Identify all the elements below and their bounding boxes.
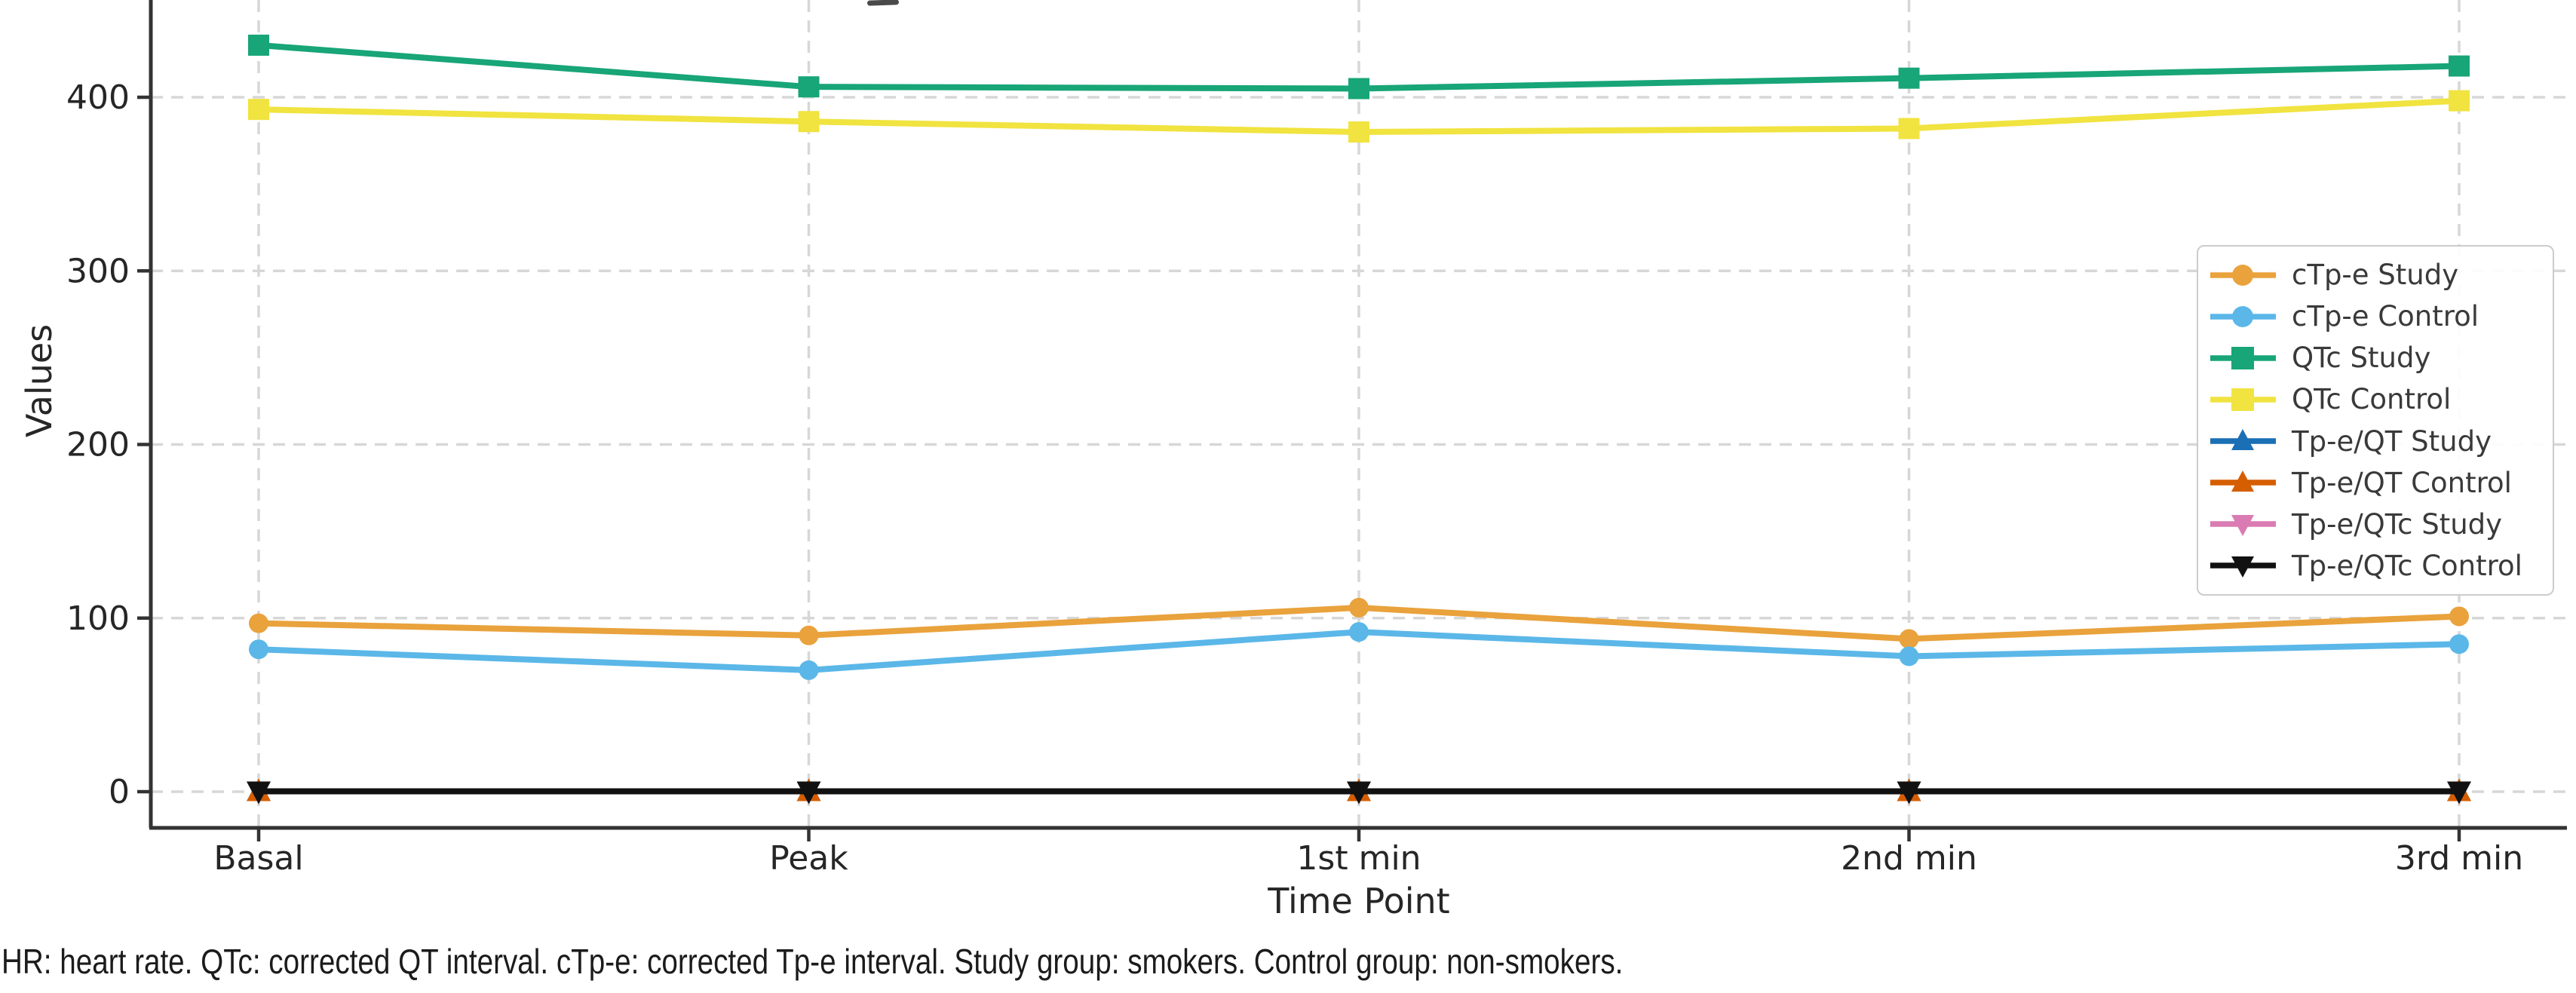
data-point-marker <box>2449 55 2470 77</box>
y-axis-label: Values <box>19 323 60 438</box>
data-point-marker <box>798 111 820 133</box>
legend-marker-shape <box>2231 429 2254 451</box>
legend-label: QTc Study <box>2292 342 2431 375</box>
data-point-marker <box>798 76 820 98</box>
series-ctp-e-study <box>249 597 2469 649</box>
legend-marker-ctp-e-study <box>2210 264 2276 286</box>
data-point-marker <box>799 625 819 645</box>
series-qtc-control <box>248 90 2470 143</box>
data-point-marker <box>1349 597 1369 618</box>
legend-marker-tp-e-qtc-study <box>2210 515 2276 537</box>
legend-box: cTp-e Study cTp-e Control QTc Study QTc … <box>2197 245 2554 596</box>
legend-item-tp-e-qtc-study: Tp-e/QTc Study <box>2207 504 2544 545</box>
legend-label: cTp-e Study <box>2292 259 2459 292</box>
legend-marker-qtc-control <box>2210 388 2276 411</box>
x-tick-label: 3rd min <box>2395 839 2523 878</box>
legend-marker-shape <box>2231 556 2254 578</box>
data-point-marker <box>248 34 269 56</box>
data-point-marker <box>1897 781 1921 805</box>
y-tick-label: 200 <box>66 426 130 464</box>
y-tick-label: 300 <box>66 252 130 290</box>
legend-item-qtc-study: QTc Study <box>2207 337 2544 379</box>
y-tick-label: 400 <box>66 78 130 117</box>
tick-labels: 0 100 200 300 400 Basal Peak 1st min 2nd min 3rd … <box>66 78 2523 878</box>
legend-item-ctp-e-study: cTp-e Study <box>2207 254 2544 296</box>
legend-marker <box>2232 264 2253 286</box>
legend-marker-shape <box>2232 264 2253 286</box>
axis-ticks <box>137 95 2461 841</box>
data-point-marker <box>249 639 268 660</box>
legend-marker-tp-e-qt-study <box>2210 429 2276 451</box>
data-point-marker <box>1348 121 1369 143</box>
series-tp-e-qtc-control <box>247 781 2471 805</box>
data-point-marker <box>2447 781 2471 805</box>
legend-marker <box>2231 346 2254 369</box>
legend-marker <box>2231 388 2254 411</box>
legend-label: Tp-e/QTc Control <box>2292 549 2522 582</box>
legend-marker <box>2231 556 2254 578</box>
legend-marker-shape <box>2231 346 2254 369</box>
data-point-marker <box>2449 606 2469 627</box>
data-point-marker <box>1898 118 1920 139</box>
series-ctp-e-control <box>249 622 2469 680</box>
legend-item-tp-e-qtc-control: Tp-e/QTc Control <box>2207 545 2544 587</box>
data-point-marker <box>248 99 269 121</box>
series-qtc-study <box>248 34 2470 100</box>
x-axis-label: Time Point <box>1268 881 1450 921</box>
y-tick-label: 0 <box>109 773 130 811</box>
data-point-marker <box>1349 622 1369 642</box>
data-point-marker <box>1899 646 1919 667</box>
legend-marker-ctp-e-control <box>2210 305 2276 327</box>
x-tick-label: Peak <box>769 839 848 878</box>
legend-marker-shape <box>2231 470 2254 492</box>
x-tick-label: 2nd min <box>1841 839 1977 878</box>
data-point-marker <box>249 613 268 633</box>
legend-label: Tp-e/QTc Study <box>2292 507 2503 541</box>
legend-item-qtc-control: QTc Control <box>2207 379 2544 420</box>
data-point-marker <box>1898 67 1920 89</box>
data-point-marker <box>247 781 271 805</box>
legend-label: cTp-e Control <box>2292 300 2479 333</box>
legend-marker-tp-e-qtc-control <box>2210 556 2276 578</box>
data-point-marker <box>1347 781 1371 805</box>
legend-label: QTc Control <box>2292 383 2452 416</box>
data-point-marker <box>1899 629 1919 649</box>
legend-marker <box>2231 470 2254 492</box>
legend-marker-shape <box>2231 388 2254 411</box>
legend-item-tp-e-qt-control: Tp-e/QT Control <box>2207 462 2544 504</box>
data-point-marker <box>2449 634 2469 654</box>
legend-marker <box>2232 305 2253 327</box>
legend-marker <box>2231 515 2254 537</box>
legend-marker-shape <box>2231 515 2254 537</box>
data-point-marker <box>799 660 819 680</box>
legend-marker-shape <box>2232 305 2253 327</box>
y-tick-label: 100 <box>66 599 130 638</box>
figure-footnote: HR: heart rate. QTc: corrected QT interv… <box>2 942 1624 981</box>
legend-label: Tp-e/QT Control <box>2292 466 2512 499</box>
legend-marker-qtc-study <box>2210 346 2276 369</box>
legend-item-ctp-e-control: cTp-e Control <box>2207 296 2544 337</box>
data-point-marker <box>796 781 821 805</box>
legend-item-tp-e-qt-study: Tp-e/QT Study <box>2207 421 2544 462</box>
data-point-marker <box>2449 90 2470 112</box>
legend-label: Tp-e/QT Study <box>2292 424 2492 458</box>
data-point-marker <box>1348 78 1369 100</box>
legend-marker-tp-e-qt-control <box>2210 470 2276 492</box>
legend-marker <box>2231 429 2254 451</box>
x-tick-label: Basal <box>213 839 303 878</box>
x-tick-label: 1st min <box>1296 839 1421 878</box>
